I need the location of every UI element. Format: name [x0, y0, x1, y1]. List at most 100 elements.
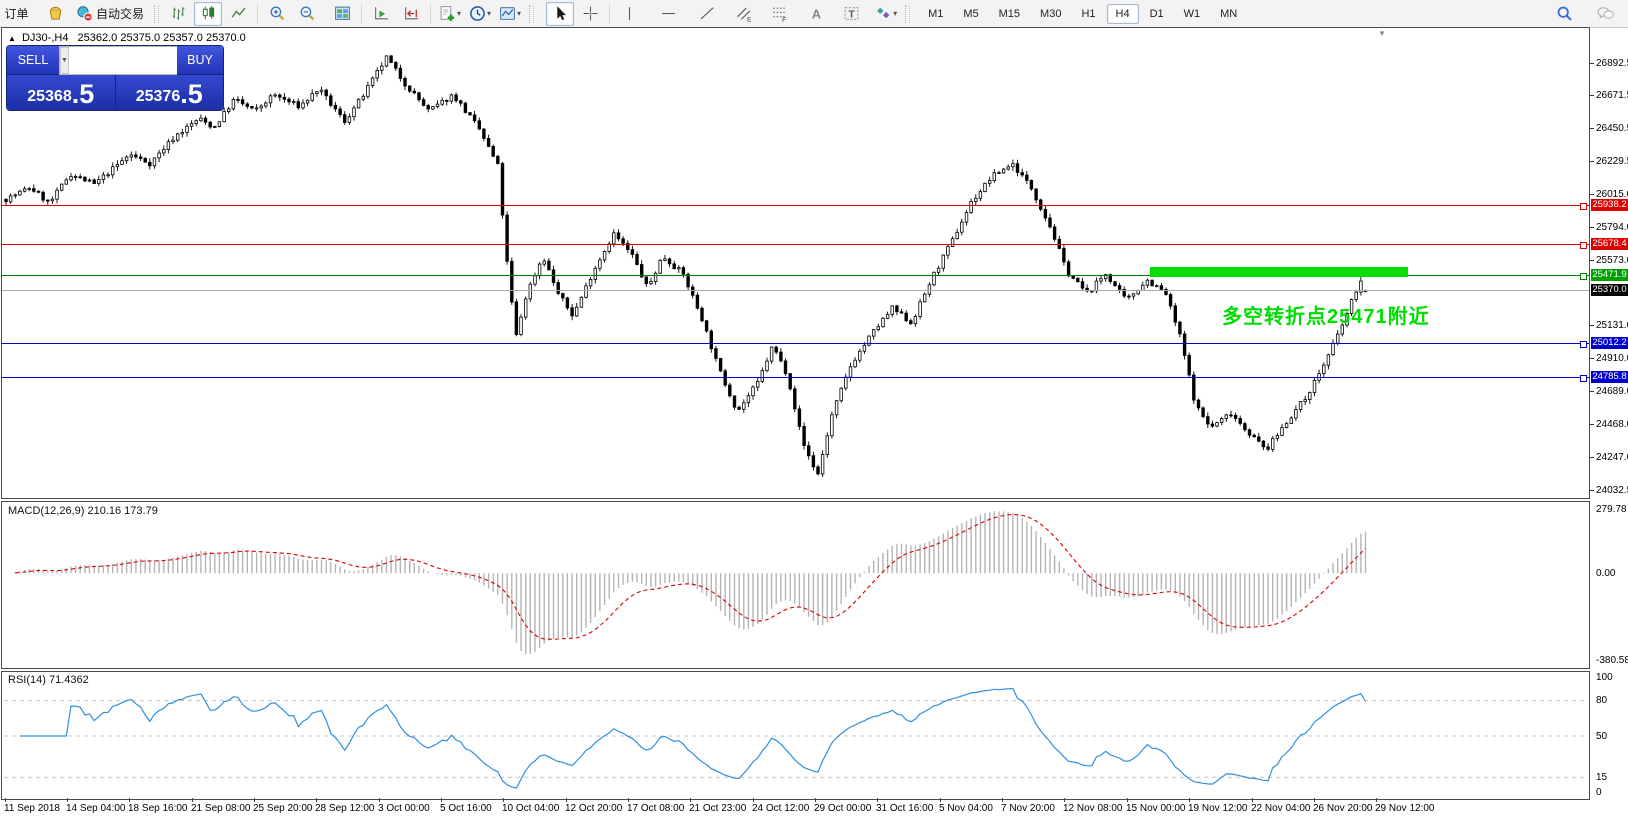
macd-axis-label: 0.00	[1596, 568, 1616, 579]
time-tick	[1189, 798, 1190, 802]
zoom-out-icon	[300, 6, 314, 21]
svg-text:T: T	[848, 10, 855, 21]
shapes-icon	[877, 7, 890, 19]
line-anchor-marker[interactable]	[1580, 375, 1587, 382]
price-tick	[1590, 95, 1594, 96]
collapse-triangle-icon[interactable]: ▲	[8, 34, 16, 43]
auto-scroll-icon	[374, 7, 388, 20]
time-tick	[5, 798, 6, 802]
chart-corner-arrow-icon[interactable]: ▼	[1378, 29, 1386, 38]
crosshair-icon	[583, 6, 597, 21]
horizontal-line-button[interactable]	[654, 2, 682, 26]
periods-button[interactable]: ▾	[466, 2, 494, 26]
candlestick-chart[interactable]	[2, 28, 1588, 496]
line-anchor-marker[interactable]	[1580, 341, 1587, 348]
text-icon: A	[811, 6, 820, 21]
horizontal-level-line[interactable]	[2, 275, 1589, 276]
chart-shift-button[interactable]	[397, 2, 425, 26]
add-indicator-icon	[440, 6, 455, 21]
time-tick-label: 18 Sep 16:00	[128, 803, 188, 814]
svg-text:F: F	[782, 17, 786, 22]
timeframe-button-m1[interactable]: M1	[928, 7, 944, 20]
new-order-button[interactable]: 订单	[1, 2, 39, 26]
text-button[interactable]: A	[802, 2, 830, 26]
buy-price[interactable]: 25376 .5	[115, 75, 223, 110]
zoom-in-button[interactable]	[263, 2, 291, 26]
candlestick-chart-button[interactable]	[194, 1, 223, 26]
time-tick	[1002, 798, 1003, 802]
time-tick	[1376, 798, 1377, 802]
rsi-chart[interactable]	[2, 672, 1588, 797]
arrows-button[interactable]: ▾	[872, 2, 900, 26]
volume-decrease-button[interactable]: ▼	[60, 47, 69, 74]
time-tick	[940, 798, 941, 802]
cursor-button[interactable]	[546, 1, 575, 26]
timeframe-button-m30[interactable]: M30	[1040, 7, 1062, 20]
text-label-button[interactable]: T	[837, 2, 865, 26]
auto-trading-icon	[77, 6, 93, 22]
horizontal-level-line[interactable]	[2, 244, 1589, 245]
dropdown-caret-icon: ▾	[457, 9, 462, 18]
cursor-icon	[556, 6, 566, 21]
horizontal-level-line[interactable]	[2, 377, 1589, 378]
timeframe-button-d1[interactable]: D1	[1149, 7, 1164, 20]
chat-button[interactable]	[1591, 2, 1619, 26]
auto-trading-button[interactable]: 自动交易	[71, 2, 149, 26]
price-tick	[1590, 161, 1594, 162]
templates-button[interactable]: ▾	[496, 2, 524, 26]
line-anchor-marker[interactable]	[1580, 203, 1587, 210]
search-button[interactable]	[1550, 2, 1578, 26]
price-tick-label: 26892.5	[1596, 58, 1628, 69]
trendline-button[interactable]	[693, 2, 721, 26]
crosshair-button[interactable]	[576, 2, 604, 26]
horizontal-level-line[interactable]	[2, 343, 1589, 344]
time-tick-label: 21 Oct 23:00	[689, 803, 747, 814]
bar-chart-button[interactable]	[164, 2, 192, 26]
time-tick	[566, 798, 567, 802]
sell-price[interactable]: 25368 .5	[7, 75, 116, 110]
zoom-out-button[interactable]	[293, 2, 321, 26]
vertical-line-icon	[628, 7, 630, 20]
price-tick-label: 24247.0	[1596, 452, 1628, 463]
price-tag: 24785.8	[1591, 371, 1628, 383]
line-anchor-marker[interactable]	[1580, 273, 1587, 280]
auto-scroll-button[interactable]	[367, 2, 395, 26]
text-label-icon: T	[844, 7, 858, 21]
price-tag: 25471.9	[1591, 269, 1628, 281]
vertical-line-button[interactable]	[615, 2, 643, 26]
price-tick-label: 24910.0	[1596, 353, 1628, 364]
buy-button[interactable]: BUY	[177, 46, 223, 75]
time-tick-label: 28 Sep 12:00	[315, 803, 375, 814]
history-center-button[interactable]	[41, 2, 69, 26]
indicators-button[interactable]: ▾	[436, 2, 464, 26]
timeframe-button-mn[interactable]: MN	[1220, 7, 1238, 20]
time-tick	[129, 798, 130, 802]
horizontal-level-line[interactable]	[2, 205, 1589, 206]
highlight-band[interactable]	[1150, 267, 1408, 277]
price-tick	[1590, 457, 1594, 458]
chart-annotation-text[interactable]: 多空转折点25471附近	[1222, 306, 1430, 328]
macd-chart[interactable]	[2, 502, 1588, 666]
timeframe-button-h1[interactable]: H1	[1081, 7, 1096, 20]
tile-windows-button[interactable]	[328, 2, 356, 26]
price-tick	[1590, 194, 1594, 195]
time-tick-label: 12 Oct 20:00	[565, 803, 623, 814]
one-click-trading-panel: SELL ▼ ▲ BUY 25368 .5 25376 .5	[7, 46, 223, 110]
fibonacci-button[interactable]: F	[765, 2, 793, 26]
time-tick	[690, 798, 691, 802]
sell-button[interactable]: SELL	[7, 46, 59, 75]
time-tick	[379, 798, 380, 802]
timeframe-button-m5[interactable]: M5	[963, 7, 979, 20]
timeframe-button-w1[interactable]: W1	[1183, 7, 1201, 20]
line-chart-button[interactable]	[224, 2, 252, 26]
line-anchor-marker[interactable]	[1580, 242, 1587, 249]
sell-price-fraction: .5	[71, 79, 95, 109]
macd-label: MACD(12,26,9) 210.16 173.79	[8, 505, 158, 517]
price-tick	[1590, 391, 1594, 392]
equidistant-channel-button[interactable]: E	[730, 2, 758, 26]
sell-label: SELL	[17, 53, 49, 67]
timeframe-button-h4[interactable]: H4	[1106, 3, 1139, 24]
current-price-line	[2, 290, 1589, 291]
toolbar-grip	[905, 4, 911, 23]
timeframe-button-m15[interactable]: M15	[998, 7, 1021, 20]
